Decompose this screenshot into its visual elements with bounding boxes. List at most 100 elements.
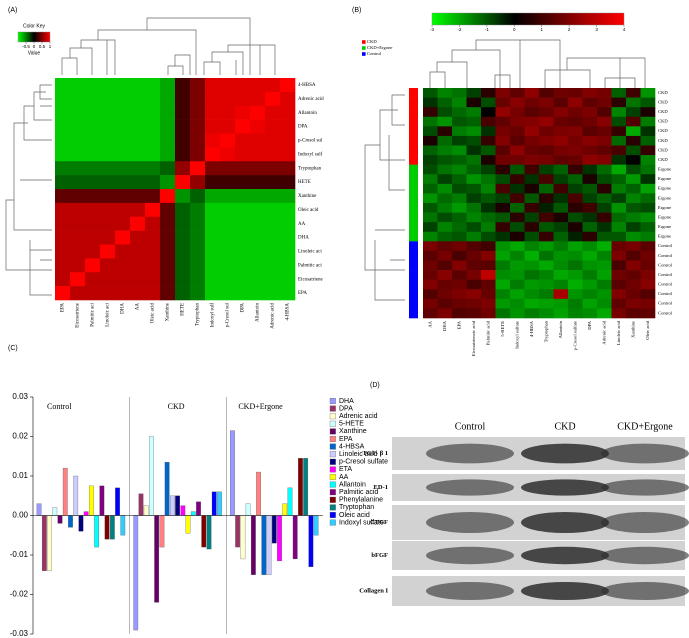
heatmap-cell — [481, 155, 496, 165]
bar — [180, 505, 186, 516]
heatmap-cell — [495, 97, 511, 108]
heatmap-cell — [70, 91, 86, 107]
heatmap-cell — [265, 230, 281, 245]
bar — [164, 462, 170, 516]
heatmap-cell — [568, 116, 583, 127]
heatmap-cell — [597, 250, 612, 261]
heatmap-cell — [510, 183, 525, 194]
column-label: DPA — [587, 320, 592, 329]
bar — [235, 515, 241, 548]
column-label: p-Cresol sul — [226, 302, 231, 327]
row-group-bar — [409, 279, 418, 290]
bar — [282, 503, 288, 516]
heatmap-cell — [597, 183, 612, 194]
row-group-bar — [409, 145, 418, 156]
heatmap-cell — [481, 174, 496, 185]
heatmap-cell — [553, 145, 569, 156]
heatmap-cell — [190, 258, 206, 273]
bar — [256, 471, 261, 516]
heatmap-cell — [423, 88, 438, 98]
heatmap-cell — [85, 244, 101, 259]
row-group-bar — [409, 241, 418, 252]
heatmap-cell — [452, 222, 467, 233]
bar — [89, 485, 94, 516]
heatmap-cell — [437, 308, 453, 319]
heatmap-cell — [626, 270, 641, 280]
color-key-tick-label: 1 — [540, 27, 543, 32]
heatmap-cell — [568, 298, 583, 309]
heatmap-cell — [495, 193, 511, 204]
heatmap-cell — [495, 212, 511, 223]
row-group-bar — [409, 126, 418, 137]
heatmap-cell — [626, 289, 641, 300]
heatmap-cell — [423, 212, 438, 223]
heatmap-cell — [611, 231, 627, 242]
heatmap-cell — [220, 258, 236, 273]
row-label: CKD — [658, 119, 668, 124]
heatmap-cell — [553, 116, 569, 127]
bar — [78, 515, 84, 532]
heatmap-cell — [582, 203, 598, 213]
bar — [245, 503, 251, 516]
row-group-bar — [409, 174, 418, 185]
protein-label: Collagen I — [359, 587, 388, 594]
heatmap-cell — [539, 88, 554, 98]
heatmap-cell — [175, 258, 191, 273]
heatmap-cell — [510, 250, 525, 261]
color-key — [431, 12, 625, 26]
legend-swatch — [362, 52, 366, 56]
heatmap-cell — [510, 97, 525, 108]
column-label: Tryptophan — [543, 320, 548, 342]
bar — [240, 515, 246, 560]
panel-label: (A) — [8, 7, 17, 14]
color-key-tick-label: 0 — [513, 27, 516, 32]
heatmap-cell — [423, 231, 438, 242]
heatmap-cell — [597, 308, 612, 319]
heatmap-cell — [423, 155, 438, 165]
heatmap-cell — [597, 135, 612, 146]
column-label: Palmitic aci — [91, 302, 96, 326]
bar — [308, 515, 314, 567]
heatmap-cell — [423, 164, 438, 175]
heatmap-cell — [510, 145, 525, 156]
column-label: EPA — [61, 303, 66, 312]
heatmap-cell — [466, 116, 482, 127]
row-dendrogram — [364, 94, 405, 301]
legend-swatch — [329, 474, 336, 480]
heatmap-cell — [220, 147, 236, 162]
heatmap-cell — [539, 145, 554, 156]
heatmap-cell — [130, 189, 146, 204]
protein-label: CTGF — [370, 519, 388, 526]
heatmap-cell — [568, 308, 583, 319]
lane-label: CKD — [554, 421, 575, 432]
heatmap-cell — [452, 135, 467, 146]
heatmap-cell — [130, 244, 146, 259]
heatmap-cell — [280, 78, 296, 93]
heatmap-cell — [145, 78, 161, 93]
heatmap-cell — [495, 260, 511, 271]
heatmap-cell — [510, 222, 525, 233]
heatmap-cell — [452, 241, 467, 252]
heatmap-cell — [235, 244, 251, 259]
heatmap-cell — [115, 147, 131, 162]
heatmap-cell — [70, 202, 86, 218]
heatmap-cell — [640, 289, 656, 300]
legend-swatch — [329, 504, 336, 511]
legend-swatch — [329, 496, 336, 503]
heatmap-cell — [582, 155, 598, 165]
blot-band — [601, 512, 689, 533]
heatmap-cell — [437, 183, 453, 194]
legend-label: ETA — [339, 466, 352, 473]
blot-band — [521, 546, 609, 565]
heatmap-cell — [452, 88, 467, 98]
heatmap-cell — [115, 133, 131, 148]
heatmap-cell — [423, 174, 438, 185]
heatmap-cell — [510, 241, 525, 252]
heatmap-cell — [145, 175, 161, 190]
heatmap-cell — [452, 155, 467, 165]
heatmap-cell — [553, 231, 569, 242]
legend-label: Linoleic acid — [339, 451, 378, 458]
heatmap-cell — [130, 175, 146, 190]
heatmap-cell — [510, 298, 525, 309]
color-key-tick-label: 4 — [623, 27, 626, 32]
